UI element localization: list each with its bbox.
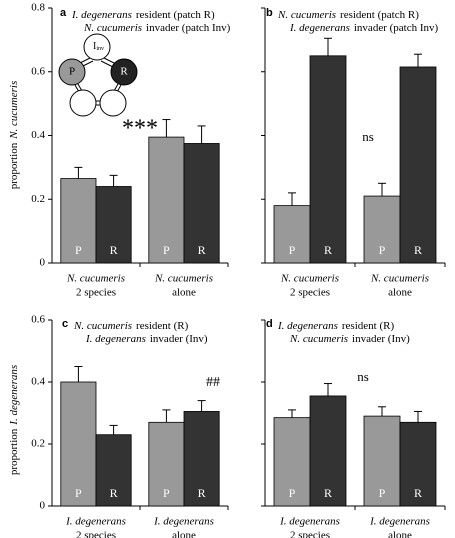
bar [309, 55, 347, 264]
legend-text: N. cucumeris [289, 333, 348, 345]
legend-text: I. degenerans [71, 9, 132, 21]
legend-text: N. cucumeris [73, 320, 132, 332]
bar [399, 66, 437, 264]
network-diagram [58, 33, 138, 117]
y-tick-label: 0.6 [31, 314, 45, 326]
bar-series-label: R [110, 243, 118, 257]
y-tick-label: 0.4 [31, 376, 45, 388]
legend-text: I. degenerans [277, 320, 338, 332]
legend-text: N. cucumeris [277, 9, 336, 21]
y-tick-label: 0.6 [31, 65, 45, 77]
annotation: *** [122, 116, 158, 142]
x-tick-label: alone [388, 287, 412, 299]
bar-series-label: R [198, 243, 206, 257]
x-tick-label: I. degenerans [369, 516, 430, 528]
annotation: ns [357, 369, 369, 384]
legend-text: resident (patch R) [136, 9, 215, 21]
bar-series-label: P [75, 243, 82, 257]
legend-text: resident (R) [342, 320, 395, 332]
legend-text: resident (patch R) [340, 9, 419, 21]
y-axis-label-part: N. cucumeris [8, 81, 20, 140]
y-axis-label-part: proportion [8, 428, 20, 475]
panel-letter: d [266, 318, 273, 330]
y-axis-label-part: I. degenerans [8, 365, 20, 426]
diagram-label: P [69, 66, 75, 78]
x-tick-label: 2 species [290, 287, 330, 299]
bar [183, 143, 220, 264]
bar-series-label: P [163, 486, 170, 500]
bar-series-label: R [414, 243, 422, 257]
x-tick-label: I. degenerans [65, 516, 126, 528]
x-tick-label: alone [172, 530, 196, 538]
y-tick-label: 0.2 [31, 193, 45, 205]
legend-line: I. degenerans resident (patch R) [71, 9, 215, 21]
annotation: ## [206, 375, 220, 390]
bar-series-label: R [324, 486, 332, 500]
panel-letter: b [266, 7, 273, 19]
x-tick-label: 2 species [290, 530, 330, 538]
x-tick-label: N. cucumeris [66, 273, 125, 285]
annotation: ns [362, 129, 374, 144]
bar-series-label: P [289, 486, 296, 500]
y-axis-label-part: proportion [8, 142, 20, 189]
bar-series-label: P [379, 486, 386, 500]
legend-line: I. degenerans invader (patch Inv) [289, 22, 439, 34]
legend-line: N. cucumeris invader (Inv) [289, 333, 410, 345]
bar-series-label: R [414, 486, 422, 500]
bar [309, 395, 347, 507]
legend-text: I. degenerans [289, 22, 350, 34]
bar [60, 381, 97, 507]
bar [148, 421, 185, 507]
x-tick-label: I. degenerans [153, 516, 214, 528]
y-axis-label: proportion I. degenerans [8, 365, 20, 475]
x-tick-label: I. degenerans [279, 516, 340, 528]
legend-text: invader (patch Inv) [354, 22, 439, 34]
legend-line: N. cucumeris resident (R) [73, 320, 189, 332]
bar [95, 186, 132, 264]
y-tick-label: 0 [40, 257, 46, 269]
y-tick-label: 0.8 [31, 2, 45, 14]
bar [399, 421, 437, 507]
bar [183, 411, 220, 507]
y-tick-label: 0 [40, 500, 46, 512]
x-tick-label: N. cucumeris [370, 273, 429, 285]
bar-series-label: P [163, 243, 170, 257]
x-tick-label: alone [172, 287, 196, 299]
bar [273, 205, 311, 264]
panel-letter: a [60, 7, 67, 19]
legend-line: I. degenerans resident (R) [277, 320, 394, 332]
bar-series-label: R [110, 486, 118, 500]
bar-series-label: R [198, 486, 206, 500]
legend-text: resident (R) [136, 320, 189, 332]
legend-text: N. cucumeris [83, 22, 142, 34]
legend-text: invader (patch Inv) [146, 22, 231, 34]
legend-text: I. degenerans [85, 333, 146, 345]
legend-text: invader (Inv) [352, 333, 410, 345]
y-tick-label: 0.4 [31, 129, 45, 141]
y-axis-label: proportion N. cucumeris [8, 81, 20, 190]
x-tick-label: 2 species [76, 530, 116, 538]
x-tick-label: 2 species [76, 287, 116, 299]
bar-series-label: R [324, 243, 332, 257]
bar-series-label: P [289, 243, 296, 257]
x-tick-label: alone [388, 530, 412, 538]
bar [273, 417, 311, 507]
legend-text: invader (Inv) [150, 333, 208, 345]
diagram-label-sub: inv [96, 46, 104, 52]
diagram-label: R [120, 66, 128, 78]
bar-series-label: P [379, 243, 386, 257]
x-tick-label: N. cucumeris [280, 273, 339, 285]
legend-line: I. degenerans invader (Inv) [85, 333, 208, 345]
bar [363, 195, 401, 264]
y-tick-label: 0.2 [31, 438, 45, 450]
panel-letter: c [62, 318, 68, 330]
bar-series-label: P [75, 486, 82, 500]
diagram-label-main: I [93, 41, 96, 52]
x-tick-label: N. cucumeris [154, 273, 213, 285]
diagram-label: Iinv [93, 41, 104, 52]
legend-line: N. cucumeris resident (patch R) [277, 9, 419, 21]
legend-line: N. cucumeris invader (patch Inv) [83, 22, 231, 34]
